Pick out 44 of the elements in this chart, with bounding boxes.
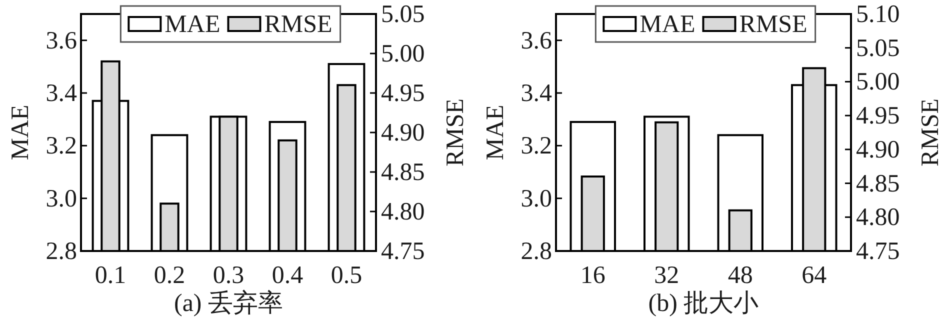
y2-tick-label: 4.80: [381, 198, 425, 226]
y2-tick-label: 5.10: [856, 1, 900, 28]
x-tick-label: 0.1: [94, 262, 126, 289]
y2-tick-label: 4.85: [381, 159, 425, 186]
y-tick-label: 3.4: [520, 80, 552, 107]
legend-label: MAE: [640, 11, 696, 38]
y-tick-label: 3.2: [46, 132, 77, 160]
x-axis-title: (a) 丢弃率: [174, 289, 283, 317]
y-tick-label: 3.6: [520, 27, 552, 54]
x-tick-label: 32: [654, 262, 680, 289]
y-tick-label: 3.6: [46, 27, 77, 54]
y2-tick-label: 5.00: [856, 68, 900, 96]
y2-axis-title: RMSE: [917, 98, 944, 167]
y2-tick-label: 5.00: [381, 40, 425, 68]
legend-label: MAE: [164, 11, 220, 38]
y-axis-title: MAE: [7, 104, 34, 160]
y2-tick-label: 4.95: [381, 80, 425, 107]
y-tick-label: 3.0: [520, 185, 552, 212]
x-tick-label: 0.2: [154, 262, 186, 289]
x-tick-label: 0.5: [330, 262, 362, 289]
y2-tick-label: 4.90: [381, 120, 425, 146]
y2-tick-label: 4.80: [856, 204, 900, 232]
x-tick-label: 0.3: [212, 262, 244, 289]
x-tick-label: 16: [580, 262, 606, 289]
y2-tick-label: 5.05: [381, 1, 425, 28]
legend-label: RMSE: [739, 11, 808, 38]
y-tick-label: 3.4: [46, 80, 78, 107]
x-tick-label: 0.4: [272, 262, 304, 289]
y2-axis-title: RMSE: [442, 98, 469, 167]
y-tick-label: 2.8: [520, 238, 552, 265]
y2-tick-label: 4.95: [856, 102, 900, 130]
y2-tick-label: 4.75: [856, 238, 900, 265]
legend-label: RMSE: [264, 11, 332, 38]
y2-tick-label: 4.85: [856, 170, 900, 198]
x-tick-label: 64: [802, 262, 828, 289]
x-axis-title: (b) 批大小: [648, 290, 759, 317]
y2-tick-label: 4.90: [856, 136, 900, 164]
y-tick-label: 2.8: [46, 238, 77, 265]
y-tick-label: 3.0: [46, 185, 77, 212]
y2-tick-label: 5.05: [856, 34, 900, 62]
x-tick-label: 48: [728, 262, 753, 289]
y2-tick-label: 4.75: [381, 238, 425, 265]
y-axis-title: MAE: [482, 104, 509, 160]
y-tick-label: 3.2: [520, 132, 552, 160]
